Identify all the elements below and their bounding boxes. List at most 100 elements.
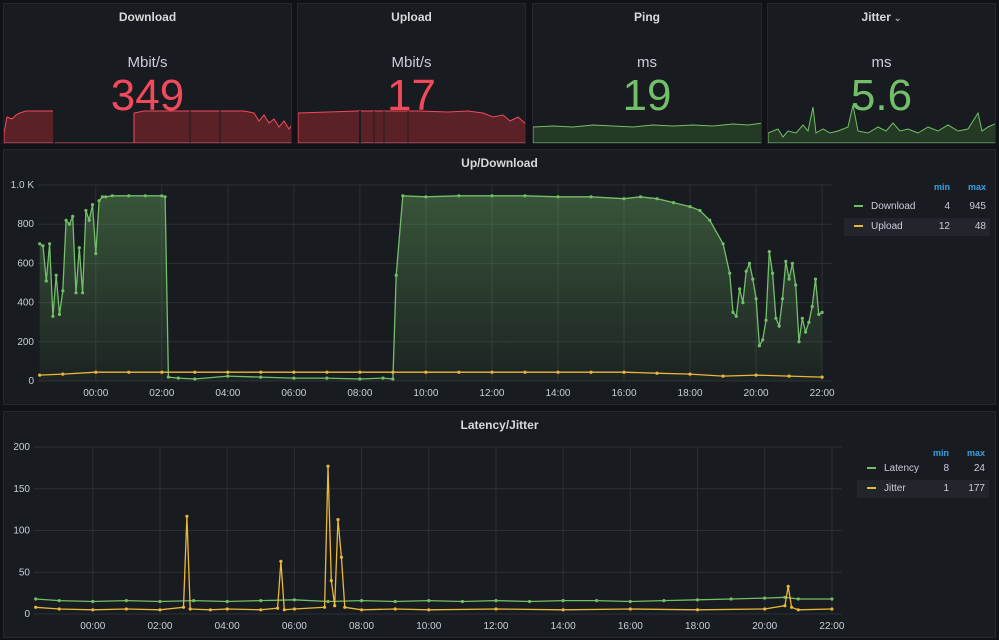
legend-item-download[interactable]: Download 4 945 xyxy=(844,198,990,216)
panel-title[interactable]: Jitter ⌄ xyxy=(768,10,995,24)
y-tick-label: 800 xyxy=(17,219,34,230)
data-point-upload xyxy=(94,370,98,374)
panel-title[interactable]: Ping xyxy=(634,10,660,24)
panel-updown[interactable]: Up/Download 0 200 400 600 800 1.0 K 00:00 02:00… xyxy=(3,149,996,405)
data-point-download xyxy=(292,376,296,380)
data-point-download xyxy=(771,271,775,275)
data-point-upload xyxy=(589,370,593,374)
legend-item-jitter[interactable]: Jitter 1 177 xyxy=(857,480,989,498)
data-point-download xyxy=(394,273,398,277)
data-point-latency xyxy=(393,599,397,604)
legend-max: 24 xyxy=(973,463,985,474)
stat-unit: ms xyxy=(871,54,892,71)
data-point-download xyxy=(744,269,748,273)
y-tick-label: 150 xyxy=(13,484,30,495)
data-point-download xyxy=(97,199,101,203)
data-point-jitter xyxy=(336,518,340,522)
data-point-latency xyxy=(91,599,95,604)
panel-title[interactable]: Upload xyxy=(391,10,432,24)
data-point-download xyxy=(741,301,745,305)
data-point-download xyxy=(523,194,527,198)
data-point-upload xyxy=(160,370,164,374)
legend-min: 1 xyxy=(943,483,949,494)
y-tick-label: 200 xyxy=(17,337,34,348)
data-point-download xyxy=(100,195,104,199)
data-point-download xyxy=(64,218,68,222)
data-point-download xyxy=(160,194,164,198)
data-point-jitter xyxy=(91,608,95,612)
data-point-jitter xyxy=(326,464,330,468)
panel-title[interactable]: Download xyxy=(118,10,177,24)
data-point-download xyxy=(800,316,804,320)
x-tick-label: 10:00 xyxy=(413,388,438,399)
sparkline-ping xyxy=(533,122,761,143)
data-point-download xyxy=(127,194,131,198)
data-point-download xyxy=(57,312,62,316)
y-tick-label: 200 xyxy=(13,442,30,453)
data-point-latency xyxy=(192,599,196,603)
data-point-jitter xyxy=(279,559,283,563)
stat-panel-upload[interactable]: Upload Mbit/s 17 xyxy=(297,3,526,144)
x-tick-label: 04:00 xyxy=(215,388,240,399)
legend-header-min: min xyxy=(933,182,950,192)
data-point-jitter xyxy=(796,608,800,612)
legend-label: Upload xyxy=(871,221,903,232)
x-tick-label: 12:00 xyxy=(479,388,504,399)
data-point-download xyxy=(51,314,55,318)
data-point-download xyxy=(790,261,795,265)
data-point-upload xyxy=(424,370,428,374)
x-tick-label: 14:00 xyxy=(551,621,576,632)
stat-panel-ping[interactable]: Ping ms 19 xyxy=(532,3,762,144)
data-point-download xyxy=(708,218,712,222)
x-tick-label: 20:00 xyxy=(744,388,769,399)
data-point-download xyxy=(698,208,702,213)
data-point-latency xyxy=(695,598,700,602)
legend-max: 945 xyxy=(969,201,986,212)
data-point-download xyxy=(804,330,808,334)
data-point-upload xyxy=(457,370,461,374)
data-point-jitter xyxy=(188,607,192,611)
data-point-download xyxy=(325,376,329,380)
data-point-upload xyxy=(655,371,659,375)
legend-item-upload[interactable]: Upload 12 48 xyxy=(844,218,990,236)
data-point-download xyxy=(166,375,170,379)
data-point-download xyxy=(655,197,659,201)
stat-unit: ms xyxy=(637,54,657,71)
data-point-jitter xyxy=(561,608,565,612)
data-point-latency xyxy=(158,599,162,604)
legend-item-latency[interactable]: Latency 8 24 xyxy=(857,460,989,478)
data-point-download xyxy=(721,242,725,246)
data-point-download xyxy=(794,283,798,287)
chevron-down-icon[interactable]: ⌄ xyxy=(893,13,902,23)
y-tick-label: 0 xyxy=(24,609,30,620)
data-point-upload xyxy=(820,375,824,379)
data-point-download xyxy=(490,194,494,198)
data-point-jitter xyxy=(695,608,700,612)
data-point-download xyxy=(41,244,45,248)
data-point-upload xyxy=(391,370,395,374)
x-tick-label: 14:00 xyxy=(545,388,570,399)
x-tick-label: 02:00 xyxy=(149,388,174,399)
data-point-jitter xyxy=(790,605,794,609)
panel-latency[interactable]: Latency/Jitter 0 50 100 150 200 00:00 02:00 04:… xyxy=(3,411,996,638)
data-point-download xyxy=(401,194,405,198)
stat-value: 19 xyxy=(622,71,672,120)
panel-title[interactable]: Latency/Jitter xyxy=(460,418,539,432)
data-point-download xyxy=(810,304,814,309)
stat-panel-jitter[interactable]: Jitter ⌄ ms 5.6 xyxy=(767,3,996,144)
stat-panel-download[interactable]: Download Mbit/s 349 xyxy=(3,3,292,144)
x-tick-label: 18:00 xyxy=(678,388,703,399)
stat-unit: Mbit/s xyxy=(127,54,168,71)
panel-title[interactable]: Up/Download xyxy=(461,156,538,170)
data-point-download xyxy=(54,273,58,277)
data-point-download xyxy=(259,375,263,379)
data-point-download xyxy=(424,195,428,199)
legend-swatch xyxy=(867,467,876,470)
data-point-download xyxy=(767,250,771,254)
data-point-upload xyxy=(688,372,692,376)
legend-min: 12 xyxy=(938,221,950,232)
x-tick-label: 22:00 xyxy=(810,388,835,399)
data-point-jitter xyxy=(34,605,38,609)
legend-header-min: min xyxy=(932,448,949,458)
data-point-latency xyxy=(57,599,61,603)
